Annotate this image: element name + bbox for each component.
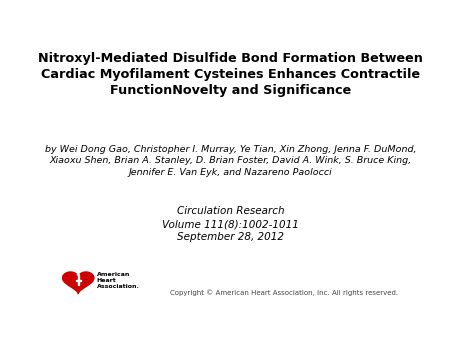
Text: Circulation Research
Volume 111(8):1002-1011
September 28, 2012: Circulation Research Volume 111(8):1002-… (162, 206, 299, 242)
Text: American
Heart
Association.: American Heart Association. (97, 272, 140, 289)
Text: by Wei Dong Gao, Christopher I. Murray, Ye Tian, Xin Zhong, Jenna F. DuMond,
Xia: by Wei Dong Gao, Christopher I. Murray, … (45, 145, 416, 176)
Bar (77, 275, 79, 285)
Bar (76, 280, 81, 281)
Polygon shape (77, 273, 79, 275)
Polygon shape (63, 272, 94, 293)
Text: Nitroxyl-Mediated Disulfide Bond Formation Between
Cardiac Myofilament Cysteines: Nitroxyl-Mediated Disulfide Bond Formati… (38, 52, 423, 97)
Text: Copyright © American Heart Association, Inc. All rights reserved.: Copyright © American Heart Association, … (170, 289, 398, 296)
